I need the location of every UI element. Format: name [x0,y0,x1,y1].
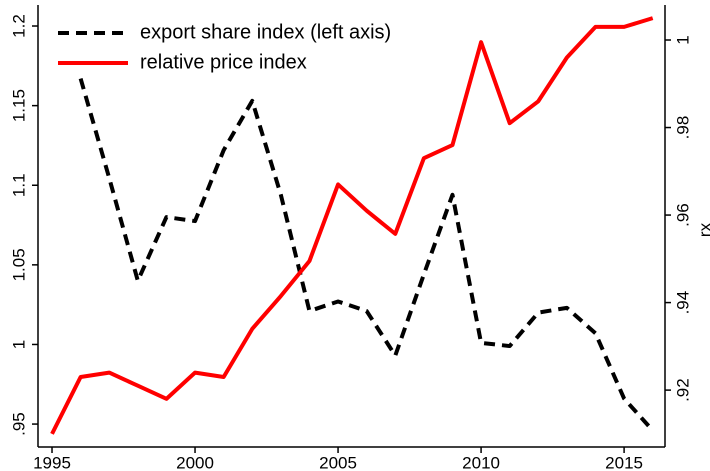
y2-tick-label: .92 [673,378,692,402]
y-tick-label: 1.2 [9,14,28,38]
y-tick-label: 1.1 [9,173,28,197]
y2-tick-label: 1 [673,35,692,44]
y-tick-label: 1 [9,340,28,349]
legend-label: export share index (left axis) [140,21,391,43]
y2-tick-label: .98 [673,116,692,140]
legend-label: relative price index [140,51,307,73]
x-tick-label: 1995 [33,453,71,471]
y-tick-label: 1.15 [9,89,28,122]
x-tick-label: 2010 [462,453,500,471]
series-line [50,16,654,435]
y2-tick-label: .94 [673,291,692,315]
x-tick-label: 2000 [176,453,214,471]
x-tick-label: 2015 [605,453,643,471]
x-tick-label: 2005 [319,453,357,471]
y2-axis-label: rx [695,222,710,237]
y2-tick-label: .96 [673,203,692,227]
y-tick-label: 1.05 [9,248,28,281]
series-line [78,78,655,432]
y-tick-label: .95 [9,412,28,436]
